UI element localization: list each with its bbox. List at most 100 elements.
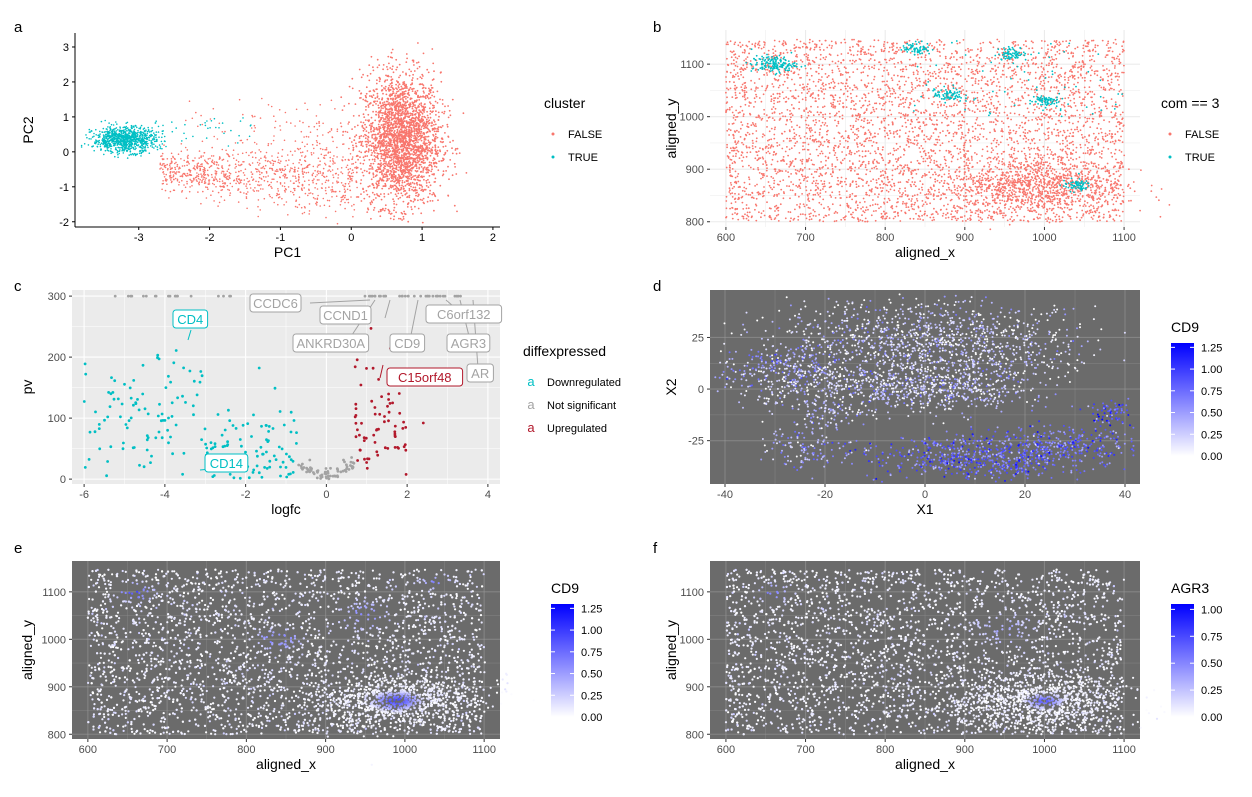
data-point	[326, 180, 328, 182]
data-point	[766, 120, 768, 122]
data-point	[442, 146, 444, 148]
data-point	[407, 121, 409, 123]
data-point	[407, 97, 409, 99]
data-point	[200, 115, 202, 117]
data-point	[120, 136, 122, 138]
data-point	[404, 145, 406, 147]
data-point	[373, 138, 375, 140]
data-point	[155, 120, 157, 122]
data-point	[302, 213, 304, 215]
data-point	[362, 74, 364, 76]
data-point	[418, 125, 420, 127]
data-point	[193, 179, 195, 181]
data-point	[401, 185, 403, 187]
data-point	[102, 139, 104, 141]
data-point	[868, 49, 870, 51]
data-point	[851, 168, 853, 170]
data-point	[432, 107, 434, 109]
data-point	[896, 161, 898, 163]
data-point	[369, 196, 371, 198]
data-point	[121, 136, 123, 138]
data-point	[306, 143, 308, 145]
data-point	[927, 70, 929, 72]
data-point	[214, 118, 216, 120]
data-point	[104, 141, 106, 143]
data-point	[259, 177, 261, 179]
data-point	[374, 207, 376, 209]
data-point	[772, 177, 774, 179]
data-point	[225, 176, 227, 178]
data-point	[382, 117, 384, 119]
data-point	[181, 175, 183, 177]
data-point	[175, 169, 177, 171]
data-point	[396, 195, 398, 197]
data-point	[397, 142, 399, 144]
data-point	[395, 193, 397, 195]
data-point	[375, 175, 377, 177]
data-point	[302, 173, 304, 175]
x-tick-label: -1	[276, 232, 286, 244]
data-point	[385, 118, 387, 120]
data-point	[337, 177, 339, 179]
data-point	[329, 157, 331, 159]
data-point	[379, 146, 381, 148]
data-point	[766, 175, 768, 177]
data-point	[262, 167, 264, 169]
data-point	[420, 171, 422, 173]
data-point	[304, 146, 306, 148]
data-point	[425, 87, 427, 89]
data-point	[321, 154, 323, 156]
data-point	[212, 183, 214, 185]
data-point	[379, 138, 381, 140]
data-point	[389, 117, 391, 119]
data-point	[433, 135, 435, 137]
data-point	[222, 180, 224, 182]
data-point	[428, 88, 430, 90]
data-point	[370, 168, 372, 170]
data-point	[218, 127, 220, 129]
data-point	[384, 130, 386, 132]
data-point	[321, 174, 323, 176]
data-point	[140, 150, 142, 152]
data-point	[316, 123, 318, 125]
data-point	[267, 181, 269, 183]
data-point	[137, 141, 139, 143]
data-point	[193, 168, 195, 170]
data-point	[396, 140, 398, 142]
data-point	[385, 208, 387, 210]
data-point	[393, 215, 395, 217]
data-point	[405, 85, 407, 87]
data-point	[351, 180, 353, 182]
legend-key	[552, 156, 555, 159]
data-point	[109, 132, 111, 134]
data-point	[445, 145, 447, 147]
data-point	[431, 168, 433, 170]
data-point	[370, 129, 372, 131]
data-point	[301, 131, 303, 133]
data-point	[1079, 144, 1081, 146]
data-point	[393, 188, 395, 190]
data-point	[375, 197, 377, 199]
data-point	[308, 189, 310, 191]
data-point	[135, 135, 137, 137]
data-point	[394, 145, 396, 147]
data-point	[402, 82, 404, 84]
data-point	[393, 172, 395, 174]
data-point	[418, 114, 420, 116]
data-point	[190, 180, 192, 182]
data-point	[160, 164, 162, 166]
data-point	[422, 119, 424, 121]
data-point	[392, 146, 394, 148]
data-point	[312, 180, 314, 182]
data-point	[378, 180, 380, 182]
data-point	[373, 148, 375, 150]
y-tick-label: -2	[59, 217, 69, 229]
data-point	[154, 134, 156, 136]
data-point	[401, 170, 403, 172]
data-point	[405, 96, 407, 98]
data-point	[304, 157, 306, 159]
data-point	[417, 42, 419, 44]
data-point	[258, 181, 260, 183]
data-point	[397, 170, 399, 172]
data-point	[346, 199, 348, 201]
